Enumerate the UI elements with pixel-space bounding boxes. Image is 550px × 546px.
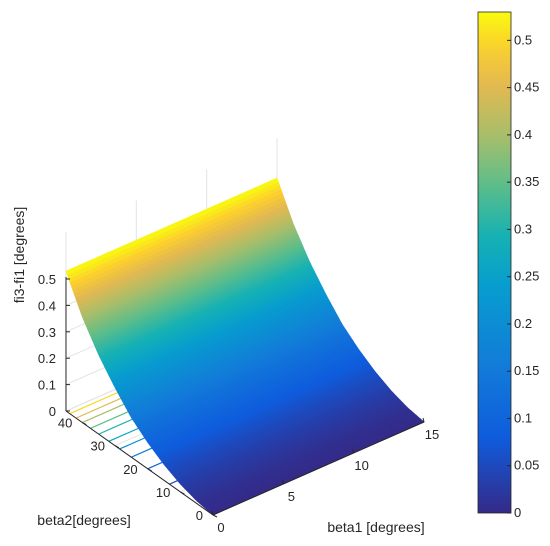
y-tick-mark: [114, 445, 120, 449]
surface-strip: [65, 177, 279, 276]
colorbar-tick-label: 0.05: [514, 458, 539, 473]
y-tick-mark: [212, 514, 218, 518]
colorbar: 0 0.05 0.1 0.15 0.2 0.25 0.3 0.35 0.4 0.45 0.5: [477, 11, 539, 520]
colorbar-tick-label: 0.15: [514, 363, 539, 378]
y-tick-mark: [180, 491, 185, 495]
x-axis-line: [212, 421, 425, 516]
x-tick-label: 5: [288, 489, 295, 504]
colorbar-tick-label: 0.4: [514, 127, 532, 142]
colorbar-tick-label: 0.35: [514, 174, 539, 189]
x-tick-label: 10: [354, 458, 368, 473]
x-tick-mark: [211, 510, 214, 516]
y-axis-label: beta2[degrees]: [37, 512, 130, 528]
z-tick-label: 0.5: [38, 272, 56, 287]
z-tick-label: 0.2: [38, 351, 56, 366]
colorbar-tick-label: 0.2: [514, 316, 532, 331]
x-tick-mark: [422, 417, 425, 423]
colorbar-bar: [477, 11, 512, 514]
surface: [65, 177, 425, 516]
x-axis-label: beta1 [degrees]: [327, 519, 424, 535]
z-tick-label: 0.1: [38, 378, 56, 393]
y-tick-mark: [82, 422, 87, 426]
y-tick-label: 0: [196, 508, 203, 523]
x-tick-label: 15: [425, 427, 439, 442]
colorbar-tick-label: 0.1: [514, 410, 532, 425]
z-axis-label: fi3-fi1 [degrees]: [11, 207, 27, 304]
y-tick-label: 40: [58, 416, 72, 431]
colorbar-tick-label: 0.25: [514, 269, 539, 284]
z-tick-label: 0: [49, 404, 56, 419]
colorbar-tick-label: 0.45: [514, 80, 539, 95]
y-axis-line: [65, 410, 214, 516]
colorbar-tick-label: 0.3: [514, 221, 532, 236]
colorbar-tick-label: 0.5: [514, 32, 532, 47]
x-tick-mark: [352, 448, 355, 454]
y-tick-label: 30: [91, 439, 105, 454]
y-tick-label: 20: [123, 462, 137, 477]
y-tick-label: 10: [156, 485, 170, 500]
x-tick-mark: [281, 479, 284, 485]
z-tick-label: 0.4: [38, 298, 56, 313]
y-tick-mark: [147, 468, 152, 472]
colorbar-tick-label: 0: [514, 505, 521, 520]
z-tick-label: 0.3: [38, 325, 56, 340]
x-tick-label: 0: [217, 520, 224, 535]
